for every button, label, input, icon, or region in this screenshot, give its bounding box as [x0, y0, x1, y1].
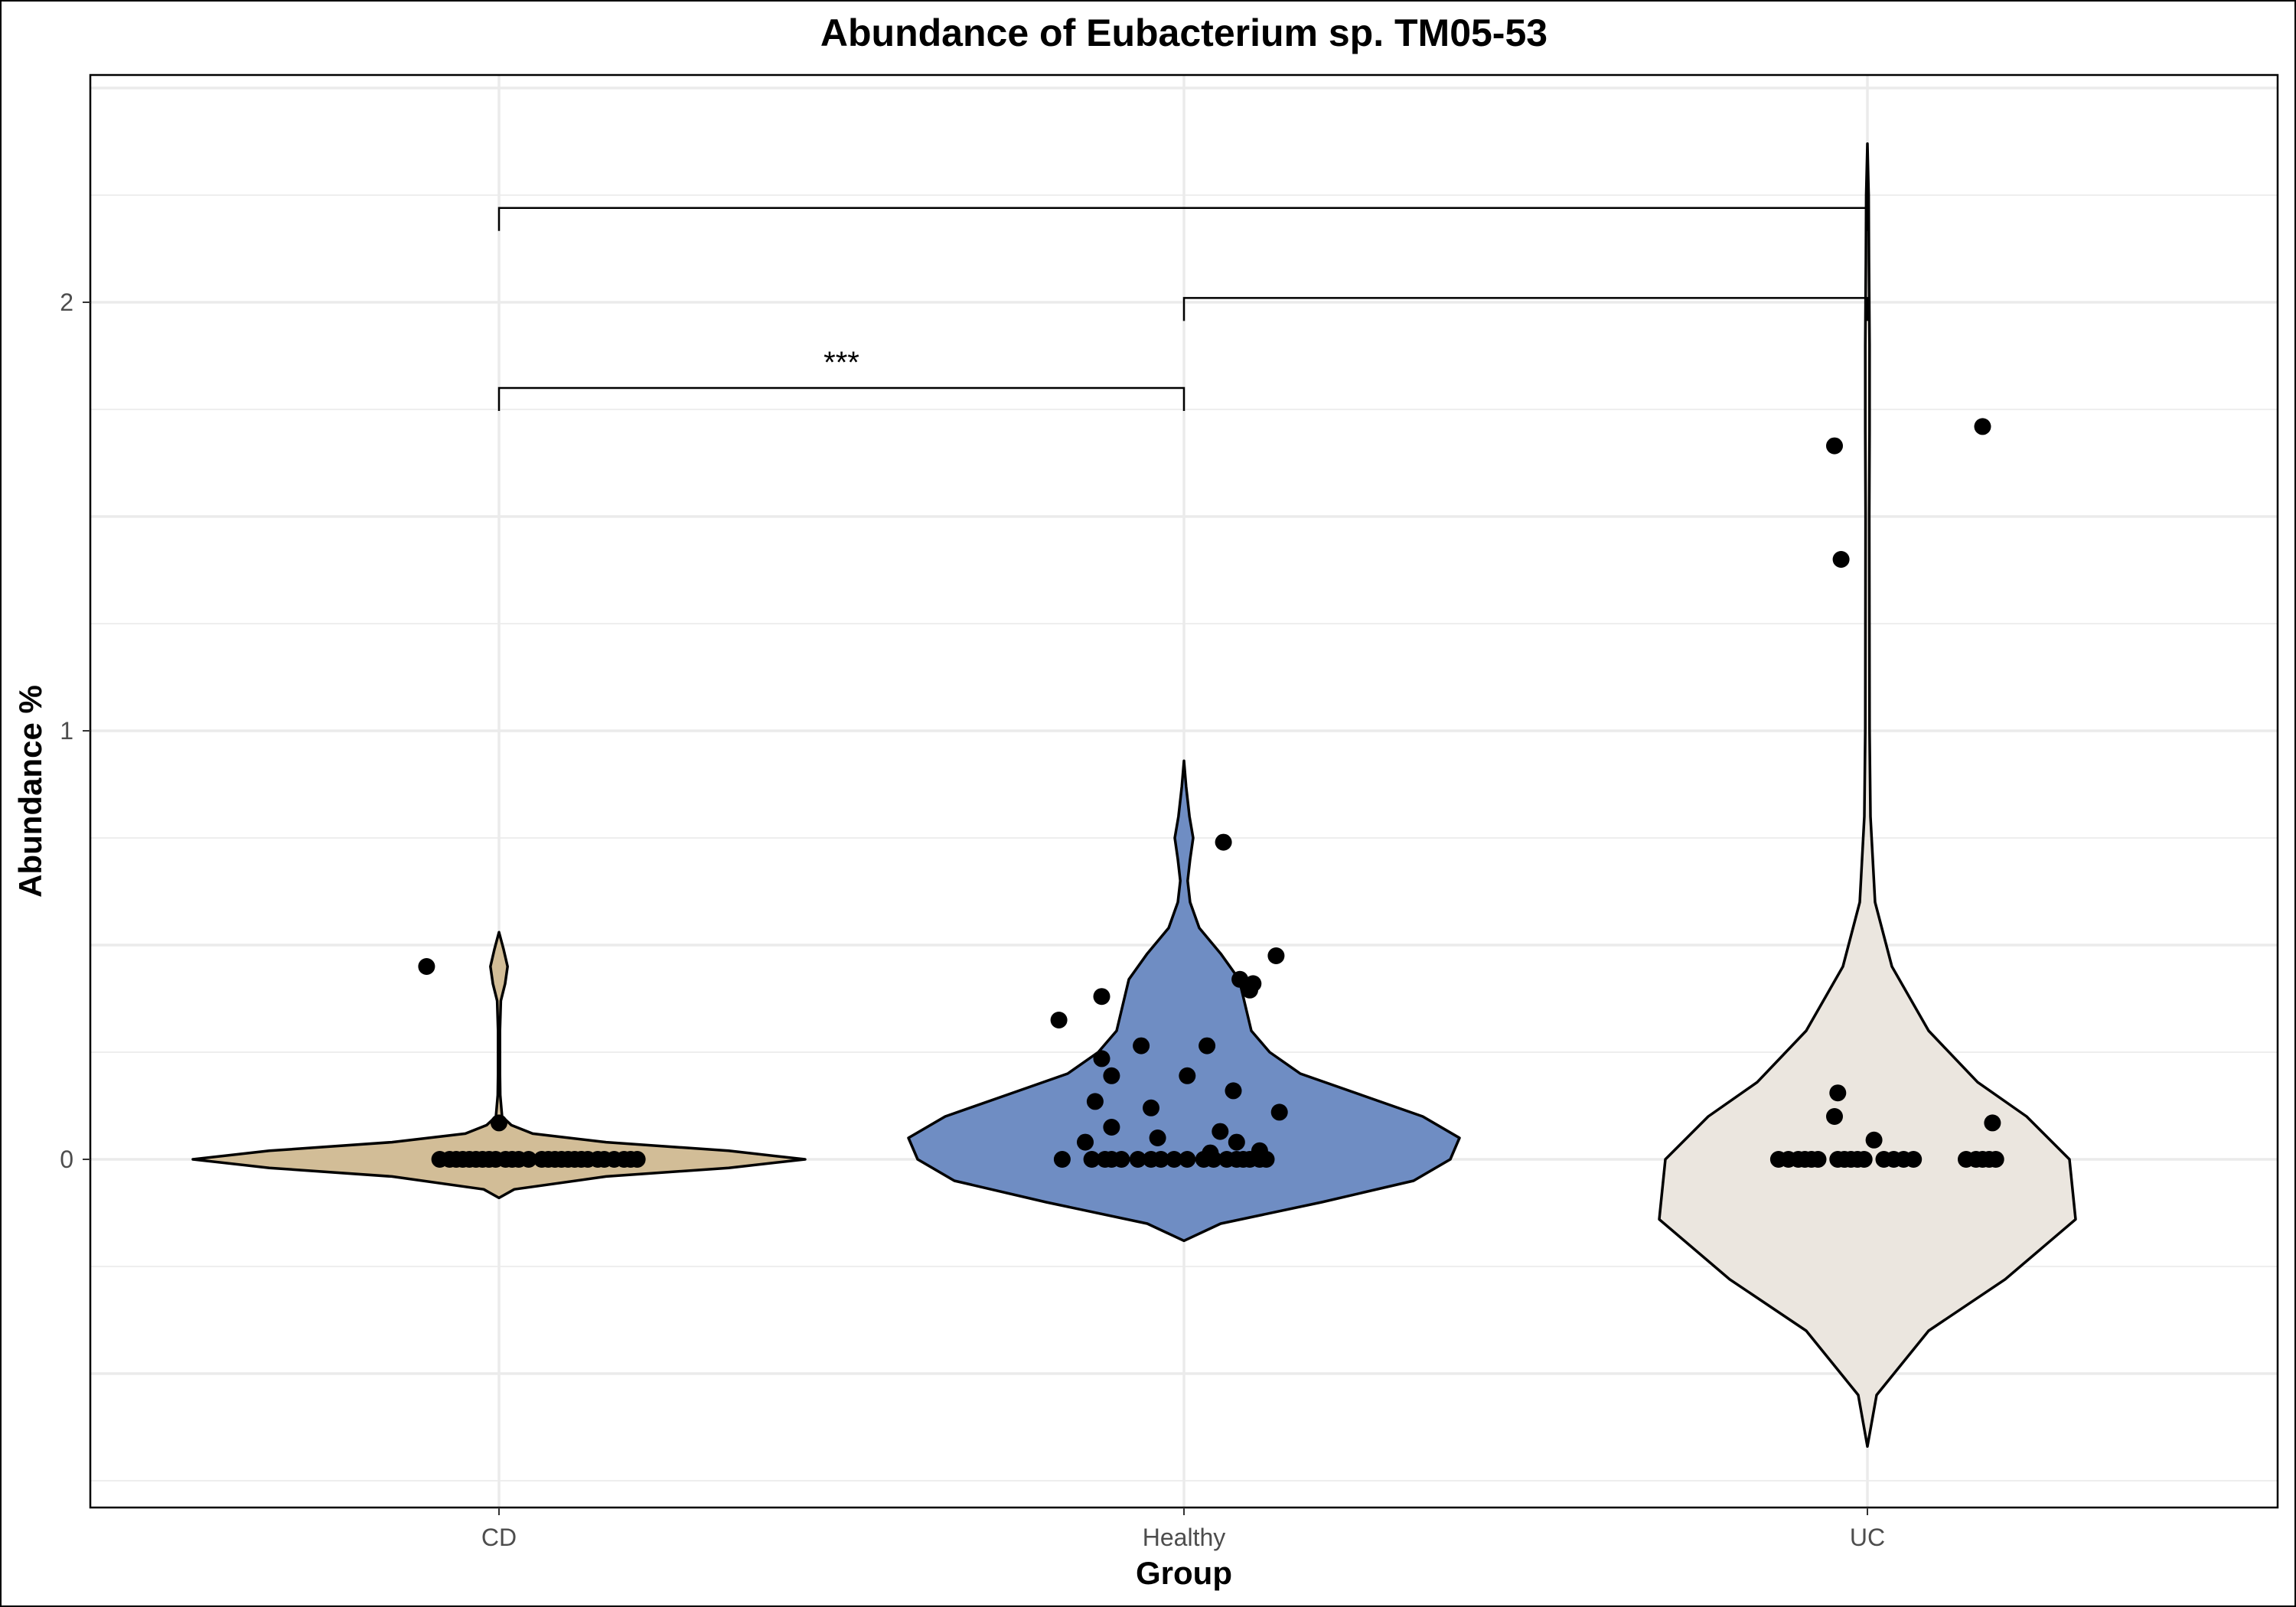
data-point-healthy — [1199, 1037, 1216, 1054]
data-point-healthy — [1143, 1099, 1159, 1116]
data-point-cd — [520, 1151, 537, 1168]
data-point-uc — [1984, 1114, 2001, 1132]
data-point-healthy — [1166, 1151, 1183, 1168]
data-point-uc — [1826, 1108, 1843, 1125]
data-point-uc — [1987, 1151, 2004, 1168]
data-point-uc — [1809, 1151, 1827, 1168]
data-point-healthy — [1077, 1133, 1094, 1151]
data-point-healthy — [1103, 1067, 1120, 1084]
x-axis-ticks: CD Healthy UC — [481, 1508, 1885, 1551]
data-point-uc — [1855, 1151, 1873, 1168]
violins — [191, 142, 2077, 1448]
significance-label: *** — [823, 346, 859, 380]
data-point-uc — [1832, 551, 1850, 568]
data-point-healthy — [1212, 1123, 1229, 1140]
data-point-healthy — [1179, 1067, 1196, 1084]
significance-brackets: *** — [497, 207, 1869, 411]
data-point-uc — [1865, 1131, 1883, 1149]
comparison-bracket — [497, 386, 1186, 411]
data-point-healthy — [1093, 1050, 1110, 1068]
data-point-healthy — [1093, 988, 1110, 1006]
violin-uc — [1658, 142, 2077, 1448]
violin-healthy — [907, 759, 1461, 1243]
data-point-healthy — [1179, 1151, 1196, 1168]
data-point-healthy — [1086, 1093, 1104, 1110]
x-tick-label: Healthy — [1143, 1524, 1226, 1551]
data-point-healthy — [1152, 1151, 1169, 1168]
data-point-uc — [1826, 437, 1843, 455]
x-axis-title: Group — [1136, 1555, 1232, 1591]
violin-cd — [191, 931, 807, 1200]
data-point-healthy — [1129, 1151, 1146, 1168]
data-point-healthy — [1103, 1119, 1120, 1136]
data-point-cd — [418, 958, 435, 975]
data-point-healthy — [1113, 1151, 1130, 1168]
data-point-healthy — [1225, 1082, 1242, 1100]
data-point-cd — [628, 1151, 646, 1168]
data-point-healthy — [1133, 1037, 1150, 1054]
y-tick-label: 2 — [60, 288, 73, 316]
data-point-healthy — [1231, 970, 1249, 988]
data-point-healthy — [1053, 1151, 1071, 1168]
data-point-healthy — [1267, 947, 1285, 964]
x-tick-label: UC — [1850, 1524, 1885, 1551]
y-tick-label: 0 — [60, 1146, 73, 1173]
data-point-healthy — [1244, 975, 1262, 993]
x-tick-label: CD — [481, 1524, 517, 1551]
data-point-healthy — [1202, 1144, 1219, 1162]
data-point-healthy — [1270, 1103, 1288, 1121]
data-point-uc — [1829, 1084, 1847, 1102]
comparison-bracket — [497, 207, 1869, 231]
data-point-uc — [1974, 418, 1991, 435]
data-points — [418, 418, 2004, 1168]
data-point-healthy — [1228, 1133, 1245, 1151]
chart-title: Abundance of Eubacterium sp. TM05-53 — [820, 11, 1548, 54]
data-point-healthy — [1050, 1012, 1068, 1028]
data-point-cd — [491, 1114, 507, 1132]
y-axis-ticks: 0 1 2 — [60, 288, 90, 1173]
data-point-uc — [1905, 1151, 1923, 1168]
comparison-bracket — [1182, 297, 1869, 321]
data-point-healthy — [1215, 833, 1232, 851]
data-point-healthy — [1149, 1129, 1166, 1146]
data-point-healthy — [1251, 1142, 1268, 1159]
data-point-healthy — [1083, 1151, 1101, 1168]
y-axis-title: Abundance % — [12, 685, 48, 898]
y-tick-label: 1 — [60, 717, 73, 745]
